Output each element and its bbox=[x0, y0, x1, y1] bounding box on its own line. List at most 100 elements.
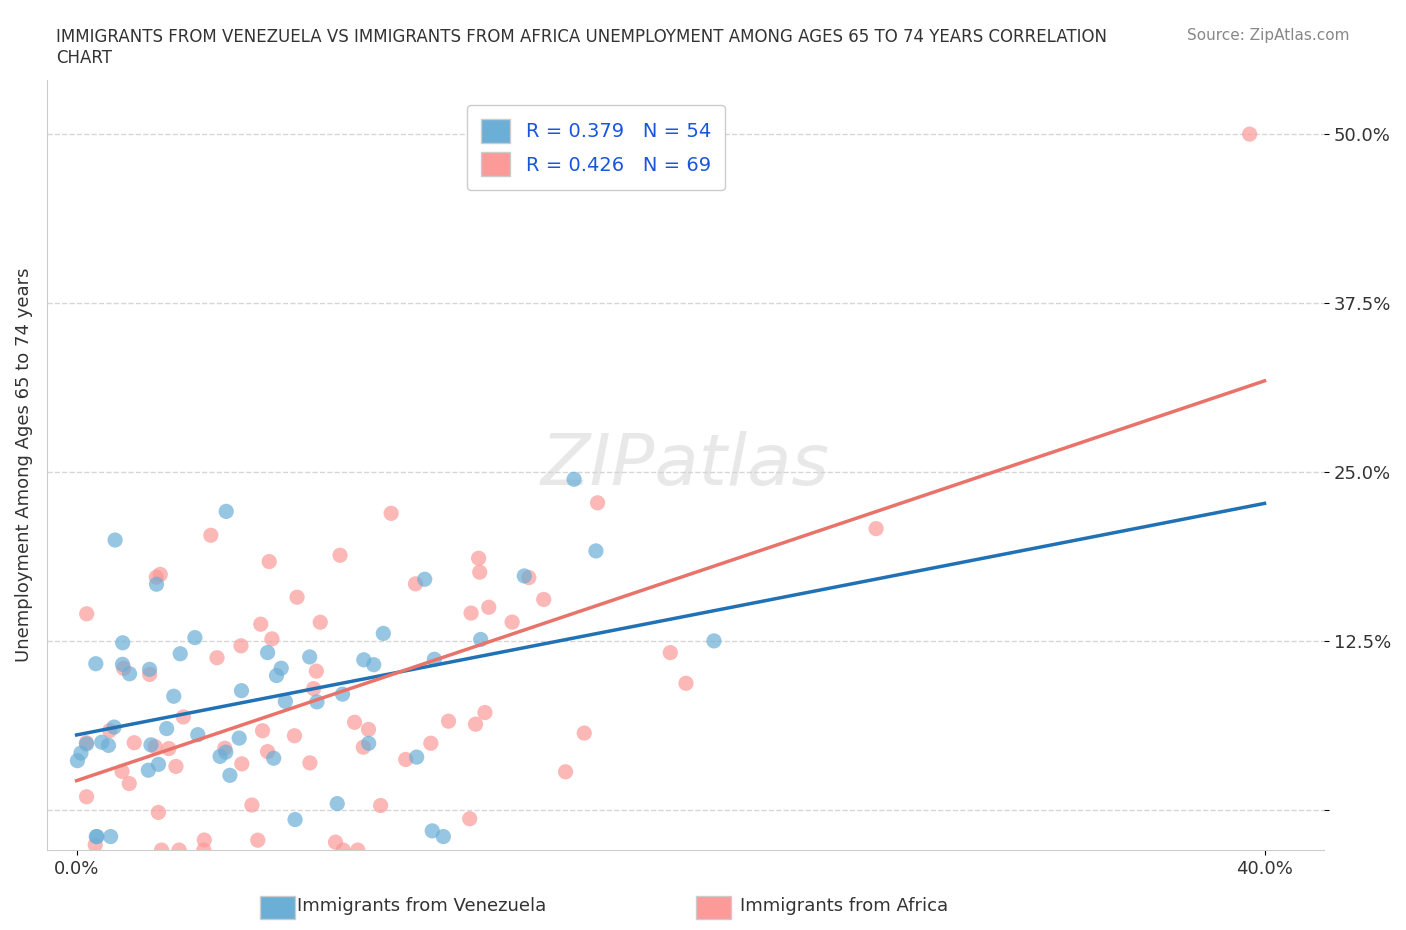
Point bbox=[332, 843, 354, 857]
Point bbox=[865, 521, 887, 536]
Point bbox=[302, 681, 325, 696]
Point bbox=[111, 635, 134, 650]
Point bbox=[326, 796, 349, 811]
Point bbox=[228, 731, 250, 746]
Point bbox=[187, 727, 209, 742]
Point bbox=[205, 650, 228, 665]
Point bbox=[231, 756, 253, 771]
Point bbox=[112, 661, 135, 676]
Point bbox=[240, 798, 263, 813]
Point bbox=[513, 568, 536, 583]
Point bbox=[270, 661, 292, 676]
Point bbox=[172, 710, 194, 724]
Point bbox=[1239, 126, 1261, 141]
Point bbox=[419, 736, 441, 751]
Point bbox=[156, 721, 179, 736]
Point bbox=[256, 744, 278, 759]
Point bbox=[305, 664, 328, 679]
Point bbox=[97, 737, 120, 752]
Point bbox=[352, 739, 374, 754]
Point bbox=[329, 548, 352, 563]
Point bbox=[256, 645, 278, 660]
Legend: R = 0.379   N = 54, R = 0.426   N = 69: R = 0.379 N = 54, R = 0.426 N = 69 bbox=[467, 105, 724, 190]
Point bbox=[586, 496, 609, 511]
Point bbox=[363, 658, 385, 672]
Point bbox=[100, 830, 122, 844]
Point bbox=[357, 722, 380, 737]
Point bbox=[84, 830, 107, 844]
Point bbox=[464, 717, 486, 732]
Point bbox=[138, 667, 160, 682]
Y-axis label: Unemployment Among Ages 65 to 74 years: Unemployment Among Ages 65 to 74 years bbox=[15, 268, 32, 662]
Point bbox=[214, 741, 236, 756]
Point bbox=[332, 686, 354, 701]
Point bbox=[370, 798, 392, 813]
Point bbox=[346, 843, 368, 857]
Text: ZIPatlas: ZIPatlas bbox=[541, 431, 830, 499]
Point bbox=[675, 676, 697, 691]
Point bbox=[266, 668, 288, 683]
Point bbox=[149, 567, 172, 582]
Point bbox=[103, 720, 125, 735]
Point bbox=[343, 715, 366, 730]
Point bbox=[215, 504, 238, 519]
Point bbox=[585, 543, 607, 558]
Point bbox=[423, 652, 446, 667]
Point bbox=[209, 749, 232, 764]
Point bbox=[284, 812, 307, 827]
Point bbox=[75, 736, 97, 751]
Point bbox=[703, 633, 725, 648]
Text: Source: ZipAtlas.com: Source: ZipAtlas.com bbox=[1187, 28, 1350, 43]
Point bbox=[157, 741, 180, 756]
Point bbox=[562, 472, 585, 486]
Point bbox=[517, 570, 540, 585]
Point bbox=[193, 843, 215, 857]
Point bbox=[148, 757, 170, 772]
Point bbox=[138, 662, 160, 677]
Point bbox=[263, 751, 285, 765]
Point bbox=[169, 646, 191, 661]
Point bbox=[139, 737, 162, 752]
Point bbox=[413, 572, 436, 587]
Point bbox=[305, 695, 328, 710]
Point bbox=[84, 657, 107, 671]
Point bbox=[420, 823, 443, 838]
Point bbox=[257, 554, 280, 569]
Point bbox=[373, 626, 395, 641]
Point bbox=[143, 739, 166, 754]
Point bbox=[66, 753, 89, 768]
Point bbox=[405, 577, 427, 591]
Point bbox=[219, 768, 242, 783]
Point bbox=[283, 728, 305, 743]
Point bbox=[395, 752, 418, 767]
Text: Immigrants from Venezuela: Immigrants from Venezuela bbox=[297, 897, 547, 915]
Point bbox=[98, 724, 121, 738]
Point bbox=[298, 755, 321, 770]
Point bbox=[229, 638, 252, 653]
Point bbox=[458, 811, 481, 826]
Point bbox=[474, 705, 496, 720]
Point bbox=[118, 777, 141, 791]
Point bbox=[274, 694, 297, 709]
Point bbox=[260, 631, 283, 646]
Point bbox=[184, 631, 207, 645]
Point bbox=[246, 832, 269, 847]
Point bbox=[76, 790, 98, 804]
Point bbox=[76, 606, 98, 621]
Point bbox=[145, 570, 167, 585]
Point bbox=[249, 617, 271, 631]
Point bbox=[468, 565, 491, 579]
Point bbox=[357, 736, 380, 751]
Point bbox=[165, 759, 187, 774]
Point bbox=[533, 592, 555, 607]
Point bbox=[478, 600, 501, 615]
Point bbox=[76, 737, 98, 751]
Point bbox=[309, 615, 332, 630]
Point bbox=[145, 577, 167, 591]
Point bbox=[167, 843, 190, 857]
Point bbox=[148, 805, 170, 820]
Point bbox=[285, 590, 308, 604]
Point bbox=[298, 649, 321, 664]
Point bbox=[353, 652, 375, 667]
Point bbox=[111, 764, 134, 778]
